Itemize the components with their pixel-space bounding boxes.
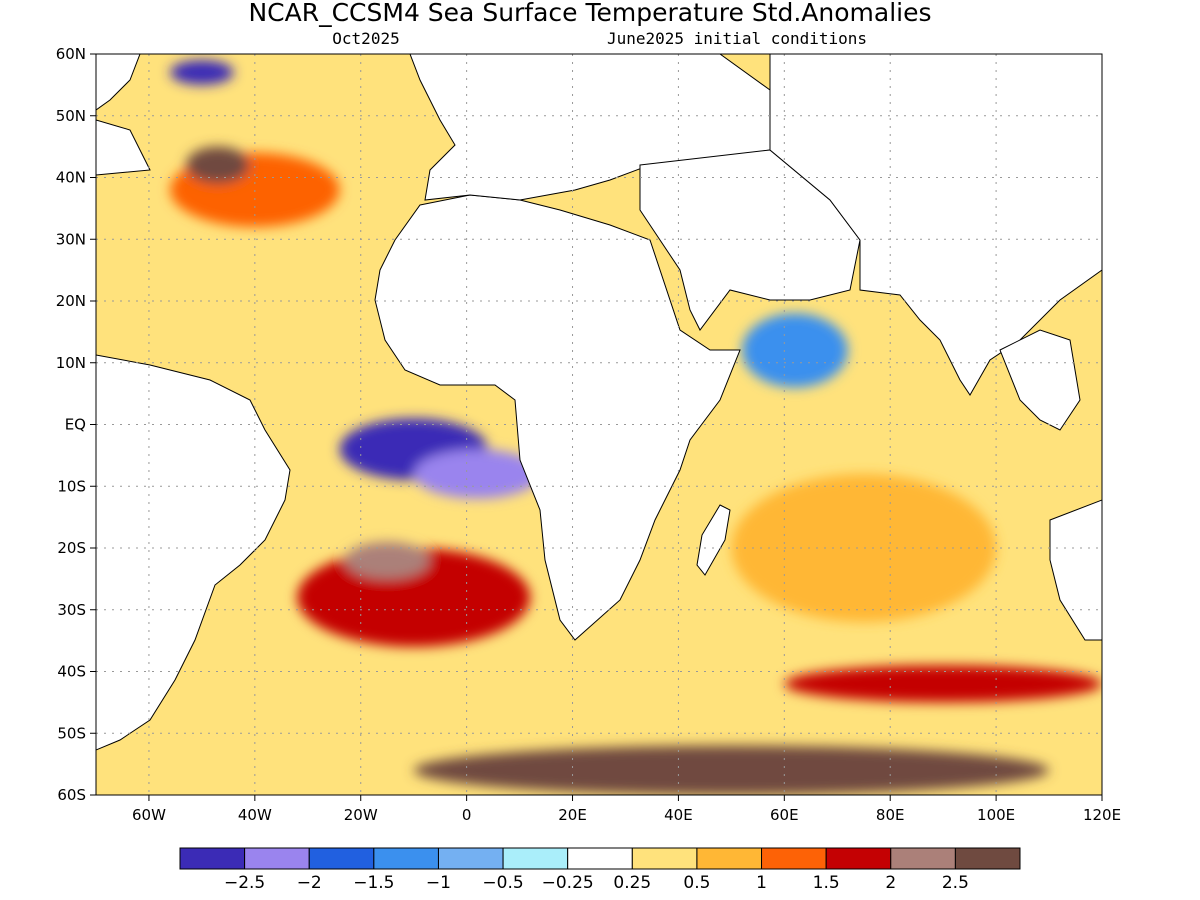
- anomaly-region-south-atlantic-warm: [297, 548, 531, 647]
- colorbar-swatch: [890, 847, 956, 870]
- lat-tick-label: 40N: [56, 169, 86, 187]
- colorbar-swatch: [696, 847, 763, 870]
- africa-land: [374, 194, 741, 641]
- lon-tick-label: 100E: [977, 806, 1015, 824]
- colorbar-label: −0.5: [482, 873, 523, 893]
- anomaly-region-arabian-sea-cold: [741, 313, 848, 388]
- colorbar-label: −2: [297, 873, 322, 893]
- colorbar-swatch: [244, 847, 310, 870]
- lat-tick-label: EQ: [65, 416, 86, 434]
- colorbar-swatch: [954, 847, 1021, 870]
- lon-tick-label: 20E: [558, 806, 587, 824]
- anomaly-region-north-atlantic-very-warm: [186, 146, 250, 184]
- australia-land: [1049, 499, 1102, 641]
- south-america-land: [96, 354, 291, 751]
- madagascar-land: [696, 504, 731, 576]
- latitude-axis: 60N 50N 40N 30N 20N 10N EQ 10S 20S 30S 40S 50S 60S: [56, 45, 96, 804]
- lon-tick-label: 120E: [1083, 806, 1121, 824]
- lat-tick-label: 30N: [56, 230, 86, 248]
- lat-tick-label: 20S: [57, 539, 86, 557]
- anomaly-region-labrador-sea-cold: [170, 60, 234, 85]
- colorbar-label: 0.5: [683, 873, 710, 893]
- colorbar-swatch: [179, 847, 246, 870]
- lat-tick-label: 20N: [56, 292, 86, 310]
- colorbar-label: 1: [756, 873, 767, 893]
- forecast-month: Oct2025: [332, 29, 399, 48]
- lon-tick-label: 60W: [132, 806, 166, 824]
- lon-tick-label: 60E: [770, 806, 799, 824]
- lon-tick-label: 40W: [238, 806, 272, 824]
- lon-tick-label: 80E: [876, 806, 905, 824]
- lat-tick-label: 30S: [57, 601, 86, 619]
- lat-tick-label: 60S: [57, 786, 86, 804]
- colorbar-swatch: [308, 847, 375, 870]
- colorbar: −2.5 −2 −1.5 −1 −0.5 −0.25 0.25 0.5 1 1.5 2 2.5: [179, 847, 1021, 893]
- land-masses: [96, 54, 1102, 751]
- colorbar-label: 1.5: [813, 873, 840, 893]
- colorbar-label: −2.5: [224, 873, 265, 893]
- north-america-land: [96, 119, 151, 176]
- colorbar-label: −0.25: [542, 873, 594, 893]
- lon-tick-label: 20W: [344, 806, 378, 824]
- anomaly-region-equatorial-atlantic-cold-tongue: [413, 449, 541, 499]
- anomaly-region-southern-ocean-very-warm: [413, 745, 1050, 795]
- lon-tick-label: 40E: [664, 806, 693, 824]
- lat-tick-label: 60N: [56, 45, 86, 63]
- map-title: NCAR_CCSM4 Sea Surface Temperature Std.A…: [248, 0, 931, 27]
- greenland-land: [96, 54, 141, 111]
- colorbar-swatch: [373, 847, 439, 870]
- anomaly-region-indian-ocean-warm: [731, 473, 997, 623]
- colorbar-swatch: [437, 847, 504, 870]
- anomaly-region-south-atlantic-very-warm: [344, 541, 430, 579]
- colorbar-label: −1: [426, 873, 451, 893]
- colorbar-label: 2.5: [942, 873, 969, 893]
- graticule: [96, 54, 1102, 795]
- anomaly-field: [170, 60, 1102, 795]
- lat-tick-label: 10S: [57, 477, 86, 495]
- initial-conditions: June2025 initial conditions: [607, 29, 867, 48]
- colorbar-swatch: [567, 847, 633, 870]
- lat-tick-label: 50S: [57, 724, 86, 742]
- colorbar-label: 2: [885, 873, 896, 893]
- colorbar-swatch: [825, 847, 892, 870]
- asia-land: [769, 54, 1102, 396]
- lat-tick-label: 40S: [57, 663, 86, 681]
- lat-tick-label: 50N: [56, 107, 86, 125]
- longitude-axis: 60W 40W 20W 0 20E 40E 60E 80E 100E 120E: [132, 795, 1121, 824]
- colorbar-swatch: [761, 847, 827, 870]
- colorbar-swatch: [631, 847, 698, 870]
- lat-tick-label: 10N: [56, 354, 86, 372]
- map-plot-area: [96, 54, 1102, 795]
- colorbar-label: 0.25: [613, 873, 651, 893]
- lon-tick-label: 0: [462, 806, 472, 824]
- colorbar-label: −1.5: [353, 873, 394, 893]
- southeast-asia-land: [999, 329, 1081, 431]
- anomaly-region-southern-ocean-warm-band: [784, 665, 1102, 703]
- colorbar-swatch: [502, 847, 569, 870]
